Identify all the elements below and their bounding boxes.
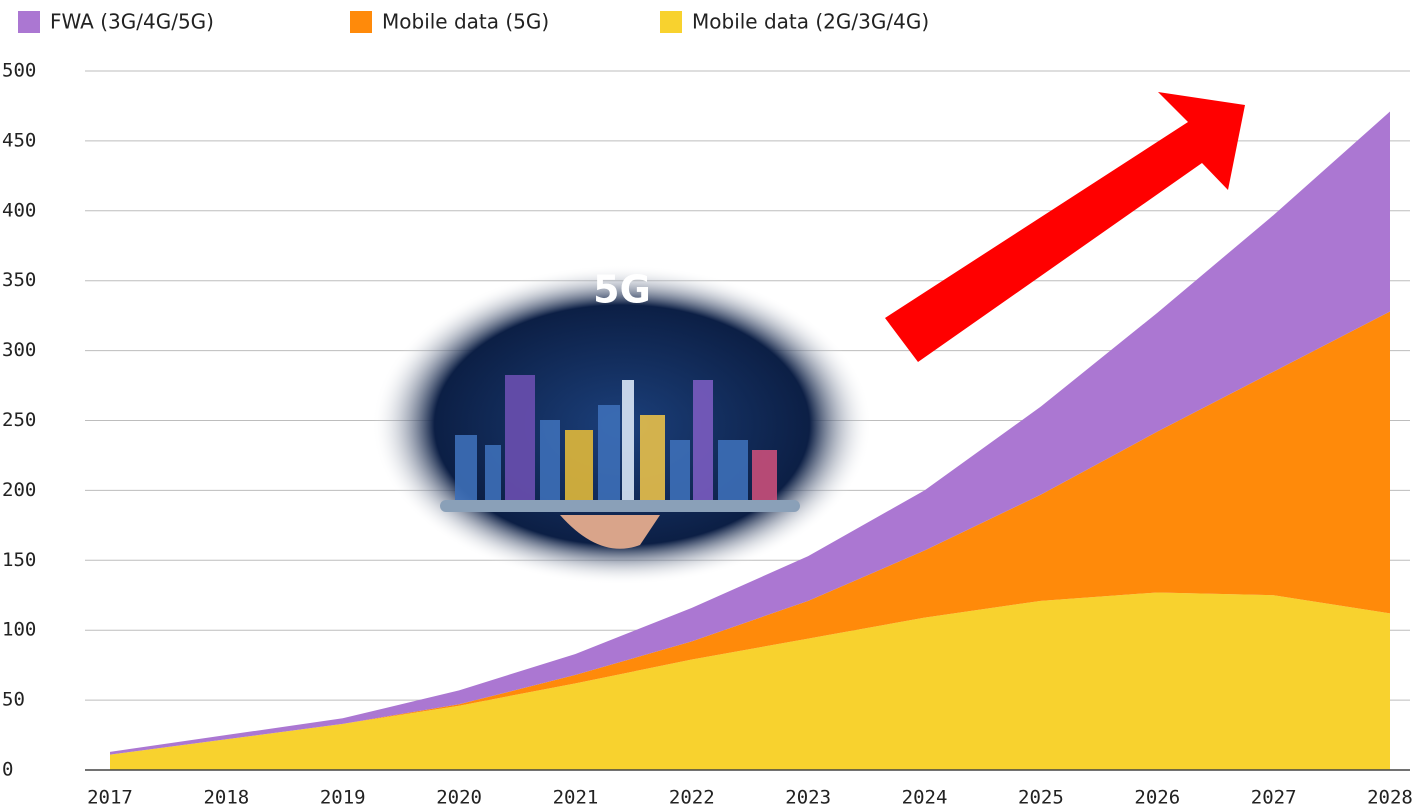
x-tick-label: 2026 xyxy=(1134,787,1180,809)
y-tick-label: 350 xyxy=(2,269,36,291)
x-tick-label: 2028 xyxy=(1367,787,1413,809)
area xyxy=(110,111,1390,755)
illustration-text: 5G xyxy=(593,268,651,312)
legend-swatch xyxy=(18,11,40,33)
areas xyxy=(110,111,1390,770)
y-tick-label: 300 xyxy=(2,339,36,361)
y-tick-label: 50 xyxy=(2,689,25,711)
legend-label: Mobile data (5G) xyxy=(382,10,549,34)
legend: FWA (3G/4G/5G) Mobile data (5G) Mobile dat… xyxy=(18,10,929,34)
y-tick-label: 0 xyxy=(2,759,13,781)
y-tick-label: 100 xyxy=(2,619,36,641)
x-tick-label: 2019 xyxy=(320,787,366,809)
x-tick-label: 2020 xyxy=(436,787,482,809)
x-tick-label: 2024 xyxy=(902,787,948,809)
y-tick-label: 500 xyxy=(2,60,36,82)
area xyxy=(110,311,1390,755)
trend-arrow xyxy=(885,92,1245,362)
y-tick-label: 450 xyxy=(2,129,36,151)
legend-label: FWA (3G/4G/5G) xyxy=(50,10,214,34)
x-tick-label: 2018 xyxy=(203,787,249,809)
y-tick-label: 200 xyxy=(2,479,36,501)
x-tick-label: 2023 xyxy=(785,787,831,809)
legend-swatch xyxy=(350,11,372,33)
legend-swatch xyxy=(660,11,682,33)
axes: 0 50 100 150 200 250 300 350 400 450 500 2017 2018 20… xyxy=(2,60,1413,809)
illustration: 5G xyxy=(372,265,872,585)
area xyxy=(110,592,1390,770)
y-tick-label: 150 xyxy=(2,549,36,571)
x-tick-label: 2022 xyxy=(669,787,715,809)
x-tick-label: 2021 xyxy=(553,787,599,809)
legend-label: Mobile data (2G/3G/4G) xyxy=(692,10,929,34)
x-tick-label: 2025 xyxy=(1018,787,1064,809)
x-tick-label: 2017 xyxy=(87,787,133,809)
x-tick-label: 2027 xyxy=(1251,787,1297,809)
y-tick-label: 400 xyxy=(2,199,36,221)
y-tick-label: 250 xyxy=(2,409,36,431)
